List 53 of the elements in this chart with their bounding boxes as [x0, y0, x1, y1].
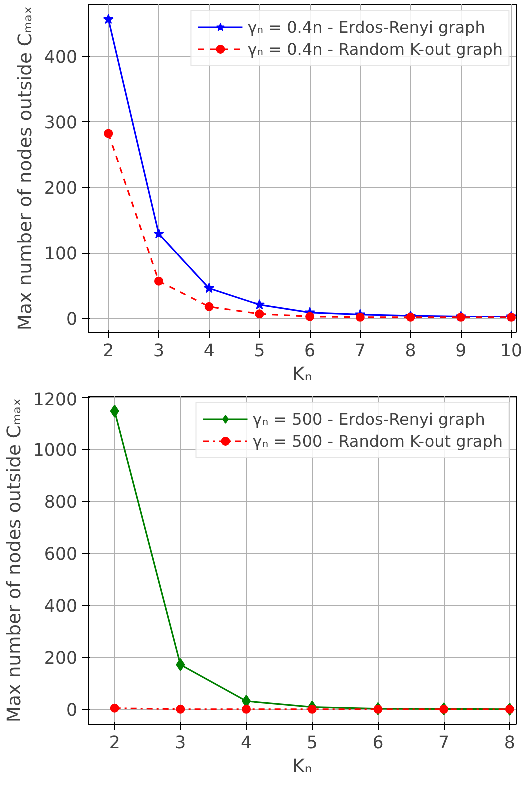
- point: [356, 312, 365, 322]
- x-tick-label: 5: [254, 342, 266, 362]
- point: [110, 704, 120, 713]
- y-tick-label: 1200: [33, 390, 78, 410]
- point: [103, 14, 114, 24]
- point: [306, 312, 315, 322]
- y-tick-label: 100: [44, 244, 78, 265]
- x-tick-label: 9: [456, 342, 467, 362]
- x-tick-label: 2: [109, 734, 120, 754]
- point: [154, 276, 164, 286]
- y-tick-label: 600: [44, 545, 78, 566]
- x-tick-label: 4: [204, 342, 215, 362]
- y-tick-label: 200: [44, 649, 78, 670]
- y-axis-title: Max number of nodes outside Cₘₐₓ: [15, 6, 36, 331]
- x-tick-label: 8: [405, 342, 416, 362]
- y-tick-label: 800: [44, 493, 78, 514]
- x-tick-label: 6: [372, 734, 384, 754]
- point: [176, 658, 186, 672]
- x-tick-label: 4: [241, 734, 252, 754]
- x-tick-label: 5: [306, 734, 318, 754]
- y-tick-label: 300: [44, 113, 78, 134]
- y-tick-label: 0: [66, 310, 78, 330]
- legend-label: γₙ = 0.4n - Erdos-Renyi graph: [248, 18, 486, 36]
- y-tick-label: 1000: [33, 441, 78, 462]
- x-tick-label: 7: [354, 342, 366, 362]
- x-tick-label: 2: [103, 342, 114, 362]
- point: [308, 704, 317, 714]
- point: [374, 704, 383, 714]
- point: [176, 704, 186, 714]
- x-tick-label: 8: [504, 734, 516, 754]
- point: [204, 283, 215, 294]
- y-tick-label: 400: [44, 597, 78, 618]
- x-axis-title: Kₙ: [292, 756, 312, 778]
- point: [110, 404, 120, 418]
- x-tick-label: 10: [500, 342, 522, 362]
- point: [255, 310, 264, 319]
- x-tick-label: 3: [153, 342, 165, 362]
- point: [254, 299, 265, 310]
- x-tick-label: 6: [304, 342, 316, 362]
- point: [204, 302, 214, 312]
- legend-label: γₙ = 500 - Random K-out graph: [252, 432, 503, 450]
- y-axis-title: Max number of nodes outside Cₘₐₓ: [4, 398, 26, 723]
- y-tick-label: 200: [44, 179, 78, 200]
- point: [154, 228, 164, 239]
- x-tick-label: 3: [175, 734, 186, 754]
- legend-label: γₙ = 0.4n - Random K-out graph: [248, 40, 503, 58]
- point: [242, 704, 252, 714]
- point: [104, 129, 114, 138]
- x-tick-label: 7: [438, 734, 450, 754]
- x-axis-title: Kₙ: [292, 364, 312, 386]
- y-tick-label: 0: [66, 701, 78, 722]
- legend-label: γₙ = 500 - Erdos-Renyi graph: [252, 410, 486, 428]
- y-tick-label: 400: [44, 48, 78, 68]
